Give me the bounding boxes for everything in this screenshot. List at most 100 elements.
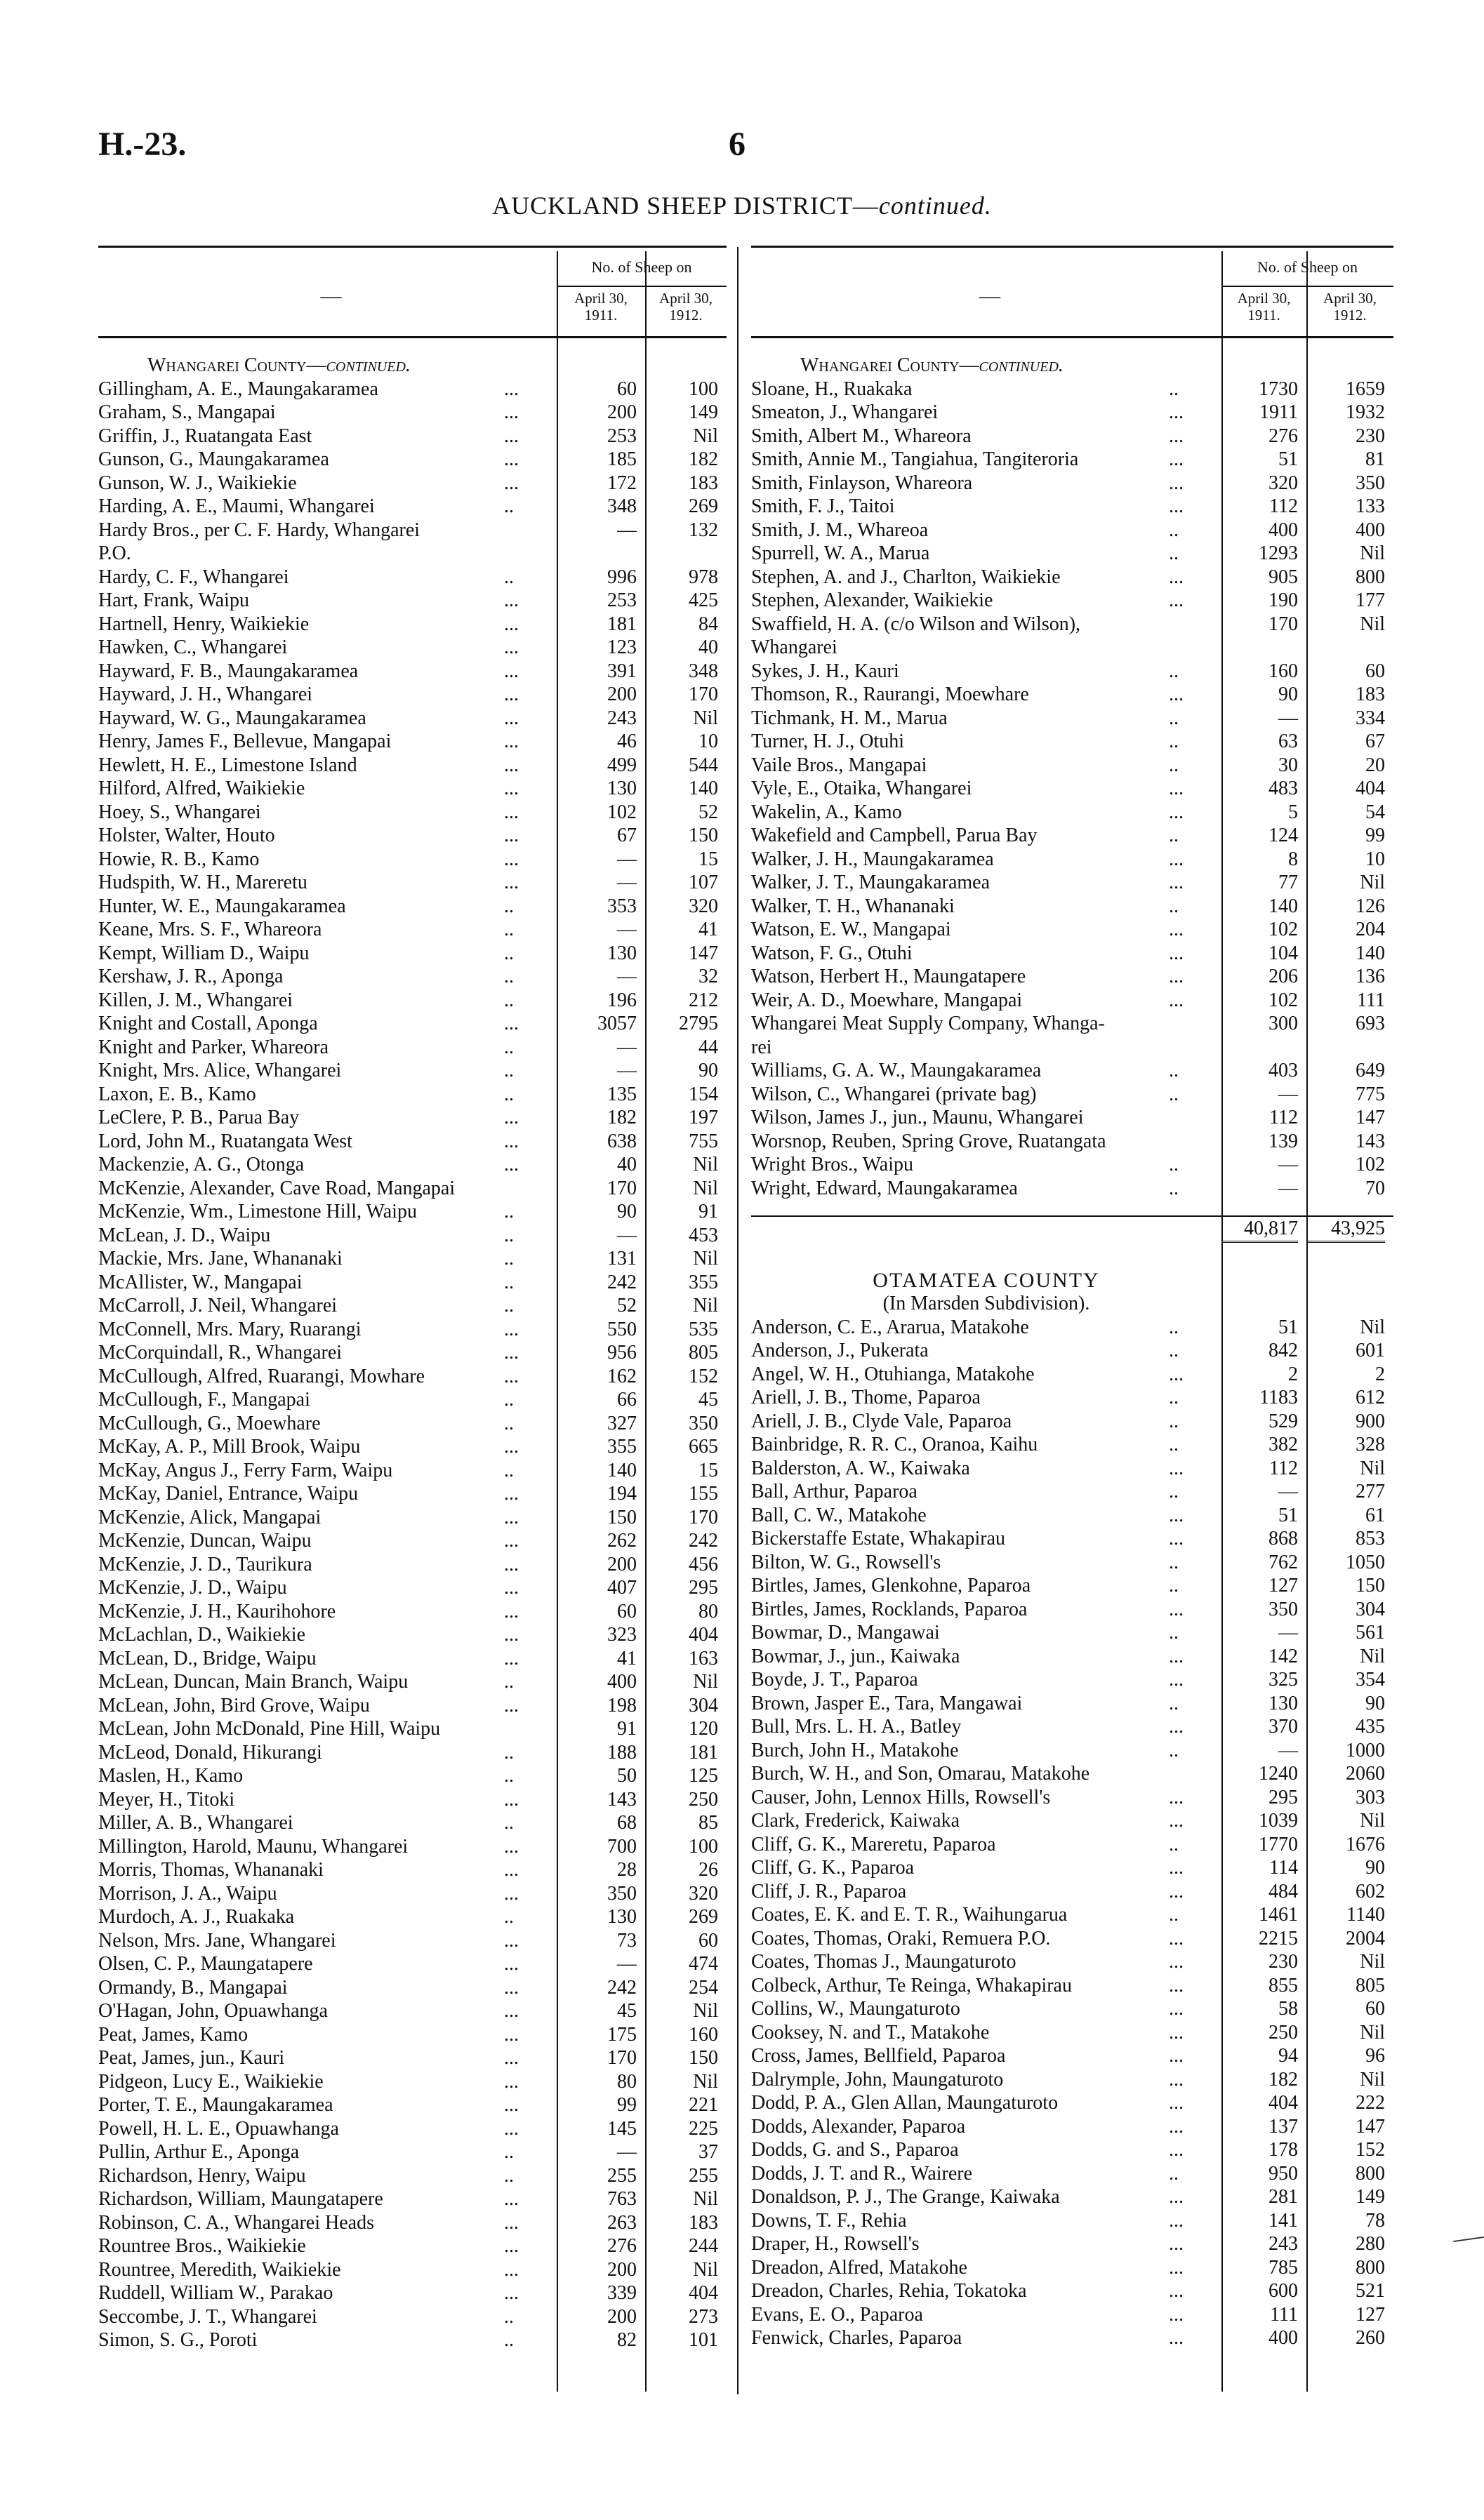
owner-name: Spurrell, W. A., Marua [751,542,930,564]
owner-name: Stephen, A. and J., Charlton, Waikiekie [751,566,1061,588]
table-row: Kempt, William D., Waipu.. 130 147 [98,942,727,966]
owner-name: McKenzie, Alick, Mangapai [98,1506,322,1528]
table-row: Mackenzie, A. G., Otonga... 40 Nil [98,1153,727,1177]
leader-dots: ... [504,1436,519,1458]
table-row: Morris, Thomas, Whananaki... 28 26 [98,1858,727,1882]
table-row: Maslen, H., Kamo.. 50 125 [98,1764,727,1788]
sheep-1912: 277 [1356,1481,1385,1502]
sheep-1912: 805 [1356,1974,1385,1996]
table-row: Ariell, J. B., Clyde Vale, Paparoa.. 529 9… [751,1410,1393,1434]
sheep-1912: Nil [693,1154,718,1175]
sheep-1911: 102 [607,801,637,823]
sheep-1912: 127 [1356,2303,1385,2326]
sheep-1912: 163 [689,1647,718,1669]
table-row: Smith, J. M., Whareoa.. 400 400 [751,519,1393,542]
table-row: Boyde, J. T., Paparoa... 325 354 [751,1668,1393,1692]
sheep-1911: 1911 [1259,401,1298,423]
owner-name: Watson, Herbert H., Maungatapere [751,966,1026,987]
sheep-1912: 143 [1356,1130,1385,1152]
owner-name: McLean, John, Bird Grove, Waipu [98,1694,370,1716]
leader-dots: ... [504,1107,519,1128]
sheep-1911: 300 [1268,1013,1298,1034]
column-rule [1306,251,1308,2392]
county-heading: Whangarei County—continued. [98,354,727,378]
sheep-1911: — [617,848,637,870]
sheep-1912: Nil [1360,613,1385,635]
owner-name: Hewlett, H. E., Limestone Island [98,754,357,776]
table-row: Ormandy, B., Mangapai... 242 254 [98,1976,727,2000]
header-col-1912: April 30, 1912. [1323,290,1377,324]
sheep-1911: 50 [617,1765,637,1787]
sheep-1912: 212 [689,989,718,1011]
sheep-1911: 46 [617,731,637,752]
leader-dots: ... [1169,989,1184,1011]
sheep-1911: 104 [1268,942,1298,964]
sheep-1912: 10 [1365,848,1385,870]
owner-name: Morrison, J. A., Waipu [98,1882,277,1905]
sheep-1911: 483 [1268,778,1298,799]
table-body: Whangarei County—continued. Gillingham, A… [98,338,727,2352]
sheep-1912: 350 [1356,472,1385,494]
sheep-1911: 281 [1268,2186,1298,2208]
owner-name: Colbeck, Arthur, Te Reinga, Whakapirau [751,1974,1072,1996]
sheep-1911: 1039 [1259,1810,1298,1832]
owner-name: Bowmar, J., jun., Kaiwaka [751,1645,960,1667]
owner-name: McKenzie, Alexander, Cave Road, Mangapai [98,1177,456,1199]
leader-dots: .. [504,2329,514,2351]
leader-dots: .. [504,1083,514,1105]
table-row: Clark, Frederick, Kaiwaka... 1039 Nil [751,1809,1393,1833]
owner-name: Weir, A. D., Moewhare, Mangapai [751,989,1023,1011]
sheep-1912: 155 [689,1483,718,1505]
owner-name: McAllister, W., Mangapai [98,1271,303,1293]
leader-dots: ... [504,425,519,447]
sheep-1911: — [617,1953,637,1975]
sheep-1912: 40 [698,636,718,658]
owner-name: Richardson, William, Maungatapere [98,2188,383,2210]
leader-dots: ... [504,1130,519,1152]
leader-dots: ... [1169,2233,1184,2255]
owner-name: Angel, W. H., Otuhianga, Matakohe [751,1363,1035,1385]
sheep-1911: 600 [1268,2280,1298,2302]
leader-dots: ... [504,2235,519,2257]
table-row: Anderson, J., Pukerata.. 842 601 [751,1339,1393,1363]
sheep-1911: 194 [607,1483,637,1505]
owner-name: Stephen, Alexander, Waikiekie [751,589,993,611]
sheep-1911: 370 [1268,1716,1298,1738]
table-row: Miller, A. B., Whangarei.. 68 85 [98,1811,727,1835]
sheep-1911: 123 [607,636,637,658]
sheep-1912: 99 [1365,825,1385,846]
owner-name: Causer, John, Lennox Hills, Rowsell's [751,1786,1051,1808]
owner-name: Bilton, W. G., Rowsell's [751,1551,941,1573]
sheep-1912: 85 [698,1812,718,1834]
leader-dots: .. [1169,1060,1179,1081]
table-row: O'Hagan, John, Opuawhanga... 45 Nil [98,1999,727,2023]
sheep-1912: 26 [698,1859,718,1881]
header-col-1911: April 30, 1911. [574,290,628,324]
leader-dots: ... [1169,2115,1184,2138]
leader-dots: .. [1169,1833,1179,1855]
sheep-1912: 304 [1356,1598,1385,1620]
owner-name: Walker, T. H., Whananaki [751,895,955,917]
table-row: Tichmank, H. M., Marua.. — 334 [751,707,1393,731]
owner-name: McConnell, Mrs. Mary, Ruarangi [98,1318,362,1340]
owner-name: Richardson, Henry, Waipu [98,2164,306,2187]
table-row: McKenzie, Duncan, Waipu... 262 242 [98,1529,727,1553]
sheep-1911: 529 [1268,1410,1298,1432]
table-row: Turner, H. J., Otuhi.. 63 67 [751,730,1393,754]
owner-name: Coates, Thomas J., Maungaturoto [751,1951,1016,1973]
owner-name: Maslen, H., Kamo [98,1765,244,1787]
owner-name: Wilson, James J., jun., Maunu, Whangarei [751,1107,1084,1128]
owner-name: Draper, H., Rowsell's [751,2233,920,2255]
leader-dots: ... [504,872,519,893]
sheep-1912: 1676 [1346,1833,1385,1855]
leader-dots: ... [504,1553,519,1575]
table-row: Causer, John, Lennox Hills, Rowsell's...… [751,1786,1393,1810]
leader-dots: .. [1169,660,1179,682]
owner-name: Holster, Walter, Houto [98,825,275,846]
sheep-1912: 601 [1356,1340,1385,1361]
sheep-1911: 763 [607,2188,637,2210]
table-row: Worsnop, Reuben, Spring Grove, Ruatangat… [751,1130,1393,1154]
sheep-1911: 143 [607,1788,637,1811]
sheep-1911: 114 [1269,1857,1298,1879]
owner-name: Birtles, James, Rocklands, Paparoa [751,1598,1028,1620]
